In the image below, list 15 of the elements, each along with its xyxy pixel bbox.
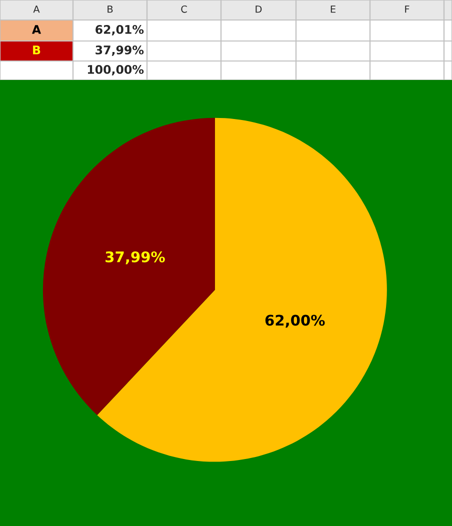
text: C	[181, 5, 187, 13]
pie-slice	[97, 118, 387, 462]
text: A	[33, 6, 40, 13]
text: D	[256, 6, 262, 13]
text: 37,99%	[96, 45, 144, 56]
pie-slice	[42, 118, 215, 416]
text: 100,00%	[88, 64, 144, 76]
text: E	[330, 6, 336, 13]
text: A	[32, 25, 42, 34]
text: F	[405, 6, 410, 13]
text: 62,01%	[96, 24, 144, 36]
text: B	[108, 6, 113, 13]
data-label: 62,00%	[265, 314, 325, 328]
text: B	[33, 46, 40, 54]
data-label: 37,99%	[106, 251, 165, 264]
